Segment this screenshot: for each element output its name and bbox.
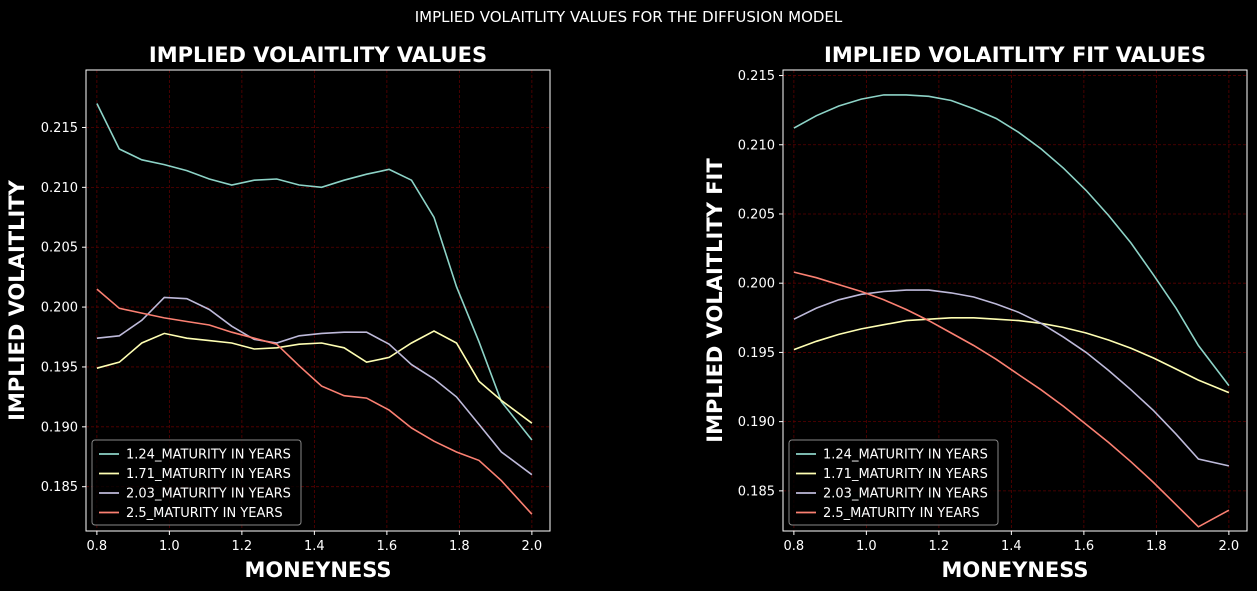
x-axis-label: MONEYNESS — [941, 558, 1088, 582]
legend-box — [788, 439, 999, 526]
y-axis-label: IMPLIED VOLAITLITY — [5, 179, 29, 420]
x-tick-label: 2.0 — [522, 539, 543, 554]
legend-label-1: 1.71_MATURITY IN YEARS — [823, 467, 988, 482]
series-line-2 — [793, 289, 1230, 467]
x-tick-label: 1.2 — [929, 539, 950, 554]
y-tick-label: 0.205 — [738, 207, 775, 222]
x-tick-label: 1.0 — [159, 539, 180, 554]
series-line-3 — [793, 271, 1230, 528]
legend-label-2: 2.03_MATURITY IN YEARS — [823, 487, 988, 502]
chart-implied-volatility-fit: 0.8 1.0 1.2 1.4 1.6 1.8 2.0 0.185 0.190 0.195 0.20… — [703, 43, 1248, 582]
series-line-2 — [96, 296, 533, 476]
x-tick-label: 1.6 — [1074, 539, 1095, 554]
y-tick-label: 0.210 — [41, 181, 78, 196]
series-line-0 — [96, 103, 533, 441]
x-tick-label: 1.4 — [1001, 539, 1022, 554]
y-tick-label: 0.210 — [738, 138, 775, 153]
axes-frame — [782, 69, 1248, 532]
chart-title: IMPLIED VOLAITLITY VALUES — [149, 43, 487, 67]
legend-box — [91, 439, 302, 526]
legend-label-0: 1.24_MATURITY IN YEARS — [823, 448, 988, 463]
x-tick-label: 1.6 — [377, 539, 398, 554]
y-tick-label: 0.205 — [41, 241, 78, 256]
series-line-1 — [793, 316, 1230, 394]
series-line-3 — [96, 288, 533, 515]
x-tick-label: 2.0 — [1219, 539, 1240, 554]
x-tick-label: 1.0 — [856, 539, 877, 554]
y-tick-label: 0.195 — [738, 346, 775, 361]
legend-label-3: 2.5_MATURITY IN YEARS — [126, 506, 283, 521]
y-tick-label: 0.185 — [738, 484, 775, 499]
y-tick-label: 0.190 — [738, 415, 775, 430]
series-line-1 — [96, 330, 533, 424]
x-axis-label: MONEYNESS — [244, 558, 391, 582]
y-axis-label: IMPLIED VOLAITLITY FIT — [703, 158, 727, 443]
series-line-0 — [793, 94, 1230, 387]
y-tick-label: 0.190 — [41, 420, 78, 435]
y-tick-label: 0.215 — [738, 69, 775, 84]
x-tick-label: 1.2 — [232, 539, 253, 554]
legend-label-3: 2.5_MATURITY IN YEARS — [823, 506, 980, 521]
legend-label-2: 2.03_MATURITY IN YEARS — [126, 487, 291, 502]
legend-label-1: 1.71_MATURITY IN YEARS — [126, 467, 291, 482]
y-tick-label: 0.200 — [41, 301, 78, 316]
x-tick-label: 0.8 — [784, 539, 805, 554]
y-tick-label: 0.185 — [41, 480, 78, 495]
y-tick-label: 0.215 — [41, 121, 78, 136]
x-tick-label: 1.8 — [1146, 539, 1167, 554]
legend-label-0: 1.24_MATURITY IN YEARS — [126, 448, 291, 463]
figure-suptitle: IMPLIED VOLAITLITY VALUES FOR THE DIFFUS… — [414, 8, 843, 26]
axes-frame — [85, 69, 551, 532]
y-tick-label: 0.200 — [738, 277, 775, 292]
x-tick-label: 1.8 — [449, 539, 470, 554]
x-tick-label: 0.8 — [87, 539, 108, 554]
legend: 1.24_MATURITY IN YEARS 1.71_MATURITY IN Y… — [788, 439, 999, 526]
chart-implied-volatility: 0.8 1.0 1.2 1.4 1.6 1.8 2.0 0.185 0.190 0.195 0.20… — [5, 43, 551, 582]
legend: 1.24_MATURITY IN YEARS 1.71_MATURITY IN Y… — [91, 439, 302, 526]
x-tick-label: 1.4 — [304, 539, 325, 554]
chart-title: IMPLIED VOLAITLITY FIT VALUES — [824, 43, 1206, 67]
y-tick-label: 0.195 — [41, 360, 78, 375]
